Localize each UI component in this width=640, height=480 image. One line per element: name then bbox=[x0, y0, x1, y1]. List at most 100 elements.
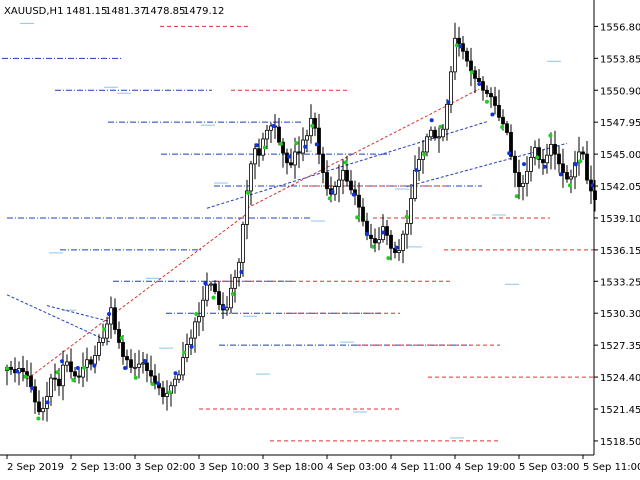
candle-body bbox=[193, 321, 197, 339]
candle-body bbox=[77, 375, 81, 378]
candle-body bbox=[177, 374, 181, 380]
candle-body bbox=[185, 344, 189, 358]
candle-body bbox=[437, 136, 441, 139]
signal-marker bbox=[36, 416, 41, 421]
candle-body bbox=[397, 250, 401, 254]
candle-body bbox=[505, 123, 509, 133]
candle-body bbox=[201, 299, 205, 317]
signal-marker bbox=[287, 154, 292, 159]
signal-marker bbox=[522, 162, 527, 167]
x-tick-label: 4 Sep 03:00 bbox=[327, 462, 387, 473]
signal-marker bbox=[102, 327, 107, 332]
signal-marker bbox=[548, 133, 553, 138]
candle-body bbox=[29, 375, 33, 388]
y-tick-label: 1536.15 bbox=[600, 246, 640, 257]
candle-body bbox=[337, 179, 341, 187]
candle-body bbox=[257, 148, 261, 156]
y-tick-label: 1524.40 bbox=[600, 373, 640, 384]
candle-body bbox=[501, 116, 505, 125]
signal-marker bbox=[351, 192, 356, 197]
x-tick-label: 4 Sep 11:00 bbox=[391, 462, 451, 473]
candle-body bbox=[409, 198, 413, 224]
signal-marker bbox=[294, 141, 299, 146]
candle-body bbox=[125, 356, 129, 361]
signal-marker bbox=[303, 144, 308, 149]
chart-header-close: 1479.12 bbox=[183, 6, 224, 17]
x-tick-label: 3 Sep 18:00 bbox=[263, 462, 323, 473]
signal-marker bbox=[469, 70, 474, 75]
signal-marker bbox=[211, 295, 216, 300]
y-tick-label: 1542.05 bbox=[600, 182, 640, 193]
candle-body bbox=[209, 283, 213, 286]
signal-marker bbox=[414, 168, 419, 173]
candle-body bbox=[357, 194, 361, 208]
y-tick-label: 1527.35 bbox=[600, 341, 640, 352]
signal-marker bbox=[119, 336, 124, 341]
candle-body bbox=[109, 307, 113, 325]
y-tick-label: 1518.50 bbox=[600, 437, 640, 448]
candle-body bbox=[433, 129, 437, 139]
signal-marker bbox=[123, 366, 128, 371]
signal-marker bbox=[189, 344, 194, 349]
trend-line bbox=[46, 305, 112, 323]
candle-body bbox=[585, 153, 589, 181]
candle-body bbox=[129, 359, 133, 368]
x-tick-label: 2 Sep 2019 bbox=[7, 462, 64, 473]
signal-marker bbox=[458, 44, 463, 49]
candle-body bbox=[101, 337, 105, 343]
trend-line bbox=[26, 213, 248, 380]
candle-body bbox=[225, 307, 229, 311]
candle-body bbox=[217, 291, 221, 305]
candle-body bbox=[121, 342, 125, 357]
candle-body bbox=[485, 89, 489, 94]
candle-body bbox=[69, 361, 73, 373]
candle-body bbox=[293, 151, 297, 166]
candle-body bbox=[537, 147, 541, 160]
signal-marker bbox=[194, 312, 199, 317]
candle-body bbox=[317, 127, 321, 155]
candle-body bbox=[297, 151, 301, 154]
y-tick-label: 1521.45 bbox=[600, 405, 640, 416]
candle-body bbox=[493, 96, 497, 106]
candle-body bbox=[569, 176, 573, 180]
signal-marker bbox=[477, 82, 482, 87]
candle-body bbox=[89, 359, 93, 365]
candle-body bbox=[253, 148, 257, 165]
signal-marker bbox=[500, 125, 505, 130]
candle-body bbox=[389, 234, 393, 249]
x-tick-label: 3 Sep 10:00 bbox=[199, 462, 259, 473]
signal-marker bbox=[262, 145, 267, 150]
candle-body bbox=[525, 171, 529, 184]
candle-body bbox=[401, 233, 405, 251]
signal-marker bbox=[45, 400, 50, 405]
trend-line bbox=[246, 88, 480, 209]
candle-body bbox=[369, 234, 373, 239]
signal-markers bbox=[5, 43, 595, 421]
candle-body bbox=[549, 143, 553, 156]
candle-body bbox=[53, 377, 57, 380]
candles bbox=[5, 22, 597, 422]
candle-body bbox=[41, 408, 45, 413]
candle-body bbox=[213, 283, 217, 292]
candle-body bbox=[85, 359, 89, 368]
chart-header-open: 1481.15 bbox=[66, 6, 107, 17]
signal-marker bbox=[343, 160, 348, 165]
signal-marker bbox=[75, 365, 80, 370]
signal-marker bbox=[15, 369, 20, 374]
signal-marker bbox=[364, 232, 369, 237]
candle-body bbox=[145, 362, 149, 371]
signal-marker bbox=[535, 155, 540, 160]
candle-body bbox=[417, 159, 421, 171]
signal-marker bbox=[573, 162, 578, 167]
candle-body bbox=[385, 226, 389, 236]
candle-body bbox=[561, 163, 565, 173]
x-tick-label: 3 Sep 02:00 bbox=[135, 462, 195, 473]
candle-body bbox=[489, 93, 493, 98]
signal-marker bbox=[542, 164, 547, 169]
trend-line bbox=[406, 142, 568, 188]
signal-marker bbox=[422, 152, 427, 157]
